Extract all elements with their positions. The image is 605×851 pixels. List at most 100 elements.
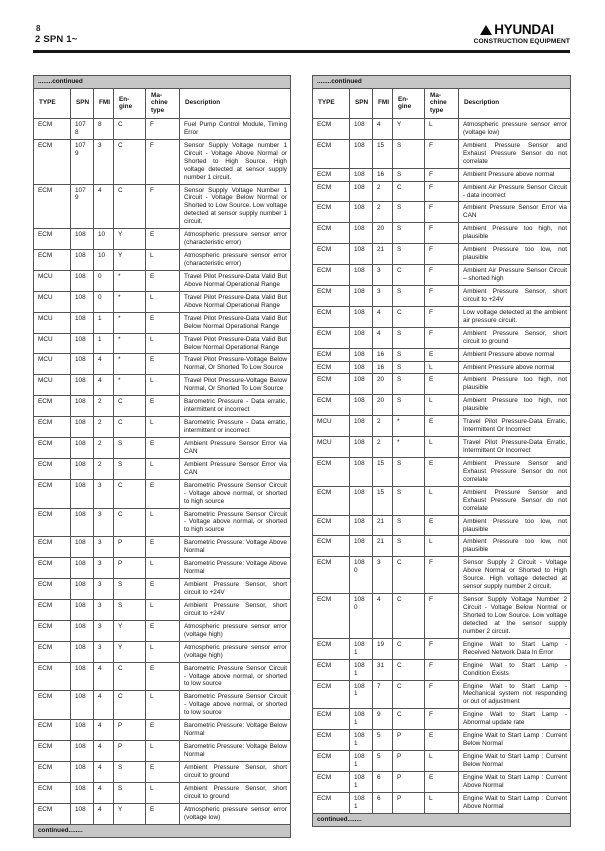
cell-engine: C [392,708,425,731]
spn-table-right: ........continued TYPE SPN FMI En- gine Ma- … [312,75,571,827]
cell-description: Sensor Supply Voltage number 1 Circuit -… [179,138,291,185]
cell-type: ECM [312,750,350,772]
cell-machine: E [145,478,180,509]
cell-description: Engine Wait to Start Lamp : Current Abov… [458,770,571,793]
cell-machine: L [145,557,180,580]
cell-type: MCU [33,311,71,334]
cell-machine: L [145,740,180,762]
cell-description: Ambient Pressure Sensor and Exhaust Pres… [458,138,571,169]
cell-engine: S [392,222,425,245]
cell-fmi: 2 [372,436,393,458]
cell-spn: 108 [349,138,373,169]
table-row: ECM 108 2 S L Ambient Pressure Sensor Error v… [33,457,291,480]
cell-spn: 108 [349,117,373,140]
cell-engine: S [113,578,146,600]
table-row: MCU 108 2 * E Travel Pilot Pressure-Data Erra… [312,415,571,438]
cell-engine: S [392,167,425,182]
cell-spn: 108 [70,416,94,438]
cell-type: ECM [312,456,350,487]
cell-type: ECM [33,557,71,580]
column-header-engine: En- gine [113,87,146,119]
cell-description: Ambient Pressure too low, not plausible [458,535,571,558]
cell-spn: 108 1 [349,791,373,814]
table-row: ECM 108 3 P L Barometric Pressure: Voltage Ab… [33,557,291,580]
cell-engine: * [113,311,146,334]
cell-spn: 108 [70,598,94,621]
cell-description: Travel Pilot Pressure-Voltage Below Norm… [179,374,291,397]
cell-spn: 108 [349,284,373,307]
cell-machine: L [145,457,180,480]
cell-engine: C [392,658,425,681]
cell-type: ECM [312,243,350,266]
cell-description: Ambient Pressure Sensor, short circuit t… [179,598,291,621]
cell-fmi: 1 [93,332,114,355]
table-row: ECM 107 9 4 C F Sensor Supply Voltage Number … [33,183,291,230]
cell-fmi: 4 [93,353,114,376]
cell-type: ECM [33,395,71,418]
continued-top-bar: ........continued [33,75,291,89]
cell-fmi: 8 [93,117,114,140]
cell-machine: L [145,249,180,271]
cell-type: ECM [33,457,71,480]
table-header-row: TYPE SPN FMI En- gine Ma- chine type Descript… [312,87,571,119]
column-header-description: Description [179,87,291,119]
cell-engine: C [392,679,425,710]
cell-machine: L [145,290,180,313]
cell-machine: F [145,117,180,140]
cell-engine: S [392,347,425,362]
table-row: ECM 108 16 S F Ambient Pressure above normal [312,167,571,182]
cell-spn: 108 [70,557,94,580]
cell-machine: E [145,661,180,692]
cell-fmi: 21 [372,535,393,558]
cell-engine: C [113,416,146,438]
cell-machine: L [145,374,180,397]
cell-engine: Y [113,619,146,642]
cell-machine: L [145,781,180,804]
column-header-spn: SPN [70,87,94,119]
cell-machine: F [424,305,459,328]
cell-fmi: 3 [93,478,114,509]
cell-type: ECM [33,619,71,642]
cell-machine: F [424,708,459,731]
cell-spn: 108 [70,311,94,334]
cell-engine: S [392,360,425,375]
cell-description: Engine Wait to Start Lamp : Current Abov… [458,791,571,814]
cell-type: ECM [312,770,350,793]
cell-machine: E [145,436,180,459]
cell-engine: C [113,507,146,538]
cell-machine: E [424,415,459,438]
cell-spn: 107 8 [70,117,94,140]
cell-type: MCU [312,415,350,438]
cell-spn: 108 [349,264,373,286]
cell-spn: 108 [70,740,94,762]
cell-engine: Y [113,249,146,271]
cell-fmi: 16 [372,167,393,182]
cell-machine: E [145,395,180,418]
cell-description: Barometric Pressure: Voltage Below Norma… [179,719,291,742]
cell-fmi: 4 [93,740,114,762]
cell-spn: 108 [70,640,94,663]
cell-spn: 108 [70,690,94,721]
table-row: ECM 108 3 S L Ambient Pressure Sensor, short … [33,598,291,621]
cell-description: Ambient Pressure too high, not plausible [458,394,571,417]
cell-engine: Y [113,802,146,825]
table-row: ECM 108 21 S E Ambient Pressure too low, not … [312,514,571,537]
cell-fmi: 5 [372,750,393,772]
cell-engine: * [113,290,146,313]
brand-tagline: CONSTRUCTION EQUIPMENT [473,37,570,45]
cell-fmi: 4 [93,719,114,742]
table-row: ECM 108 1 6 P E Engine Wait to Start Lamp : C… [312,770,571,793]
cell-spn: 108 [70,781,94,804]
cell-type: ECM [33,228,71,251]
table-row: ECM 108 3 Y E Atmospheric pressure sensor err… [33,619,291,642]
cell-engine: S [113,781,146,804]
cell-engine: P [113,719,146,742]
cell-engine: P [113,740,146,762]
cell-description: Barometric Pressure Sensor Circuit - Vol… [179,507,291,538]
table-row: ECM 108 0 3 C F Sensor Supply 2 Circuit - Vol… [312,556,571,595]
cell-type: ECM [312,347,350,362]
cell-description: Engine Wait to Start Lamp - Received Net… [458,637,571,660]
continued-bottom-bar: continued........ [312,812,571,827]
cell-machine: E [145,536,180,559]
cell-fmi: 31 [372,658,393,681]
